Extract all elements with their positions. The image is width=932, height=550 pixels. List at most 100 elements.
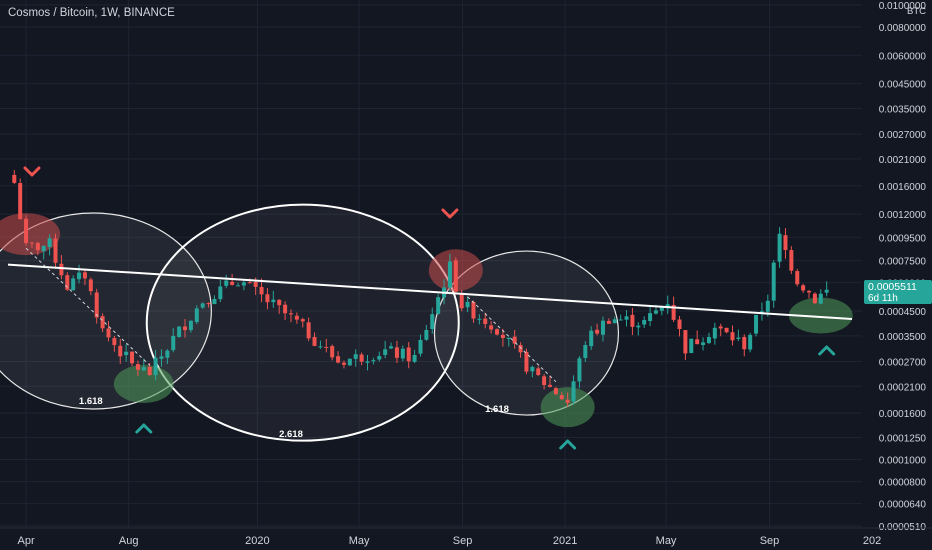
fib-ratio-label: 2.618	[279, 429, 303, 440]
candle-body	[324, 346, 329, 348]
candle-body	[318, 346, 323, 348]
candle-body	[194, 308, 199, 323]
y-tick-label: 0.0001250	[879, 434, 927, 445]
candle-body	[135, 364, 140, 370]
candle-body	[59, 263, 64, 276]
x-tick-label: May	[349, 535, 370, 547]
support-zone	[113, 364, 174, 403]
drawn-lines	[7, 247, 853, 383]
candle-body	[618, 319, 623, 321]
x-tick-label: May	[656, 535, 677, 547]
candle-body	[359, 354, 364, 362]
candle-body	[559, 395, 564, 400]
dashed-trend-line	[25, 247, 151, 366]
candle-body	[659, 306, 664, 311]
y-tick-label: 0.0060000	[879, 51, 927, 62]
candle-body	[542, 376, 547, 385]
candle-body	[547, 384, 552, 387]
candle-body	[724, 327, 729, 333]
candle-body	[277, 299, 282, 306]
candle-body	[159, 356, 164, 359]
candle-body	[718, 326, 723, 329]
candle-body	[695, 339, 700, 345]
y-tick-label: 0.0100000	[879, 1, 927, 12]
candle-body	[188, 320, 193, 331]
candles	[12, 169, 829, 407]
candle-body	[330, 346, 335, 358]
candle-body	[235, 285, 240, 287]
candle-body	[165, 350, 170, 358]
fib-labels: 1.618 2.618 1.618	[79, 396, 509, 440]
candle-body	[100, 316, 105, 329]
y-tick-label: 0.0009500	[879, 233, 927, 244]
up-arrow-icon	[818, 345, 836, 356]
candle-body	[124, 351, 129, 356]
candle-body	[483, 318, 488, 324]
candle-body	[807, 290, 812, 293]
candle-body	[147, 366, 152, 376]
arrow-markers	[23, 166, 836, 450]
candle-body	[271, 299, 276, 303]
candle-body	[789, 250, 794, 271]
y-tick-label: 0.0002100	[879, 382, 927, 393]
title-separator-1: ,	[94, 7, 100, 19]
price-axis[interactable]: 0.0100000 0.0080000 0.0060000 0.0045000 0.00…	[862, 0, 932, 550]
candle-body	[418, 339, 423, 354]
candle-body	[595, 329, 600, 334]
candle-body	[230, 281, 235, 285]
x-tick-label: Sep	[760, 535, 780, 547]
candle-body	[224, 280, 229, 286]
candle-body	[118, 345, 123, 357]
candle-body	[41, 245, 46, 252]
candle-body	[106, 328, 111, 338]
interval-label: 1W	[101, 7, 118, 19]
down-arrow-icon	[441, 208, 459, 219]
candle-body	[212, 298, 217, 305]
candle-body	[801, 285, 806, 291]
last-price-tag[interactable]: 0.0005511 6d 11h	[864, 280, 932, 305]
candle-body	[765, 300, 770, 312]
candle-body	[130, 351, 135, 364]
candle-body	[71, 278, 76, 291]
y-tick-label: 0.0001000	[879, 456, 927, 467]
candle-body	[65, 275, 70, 290]
fib-ratio-label: 1.618	[79, 396, 103, 407]
candle-body	[706, 337, 711, 344]
chart-symbol-title: Cosmos / Bitcoin, 1W, BINANCE	[8, 7, 175, 19]
candle-body	[18, 183, 23, 220]
candle-body	[283, 304, 288, 314]
candle-body	[671, 305, 676, 320]
candle-body	[812, 293, 817, 304]
trend-line	[7, 263, 853, 321]
candle-body	[82, 272, 87, 279]
candle-body	[824, 289, 829, 293]
candle-body	[512, 336, 517, 344]
candle-body	[771, 262, 776, 301]
candle-body	[712, 327, 717, 339]
candle-body	[312, 336, 317, 346]
fib-ratio-label: 1.618	[485, 404, 509, 415]
candle-body	[536, 368, 541, 375]
time-axis[interactable]: Apr Aug 2020 May Sep 2021 May Sep 202	[0, 527, 932, 547]
candle-body	[341, 362, 346, 365]
candle-body	[506, 337, 511, 339]
candle-body	[571, 381, 576, 402]
candle-body	[200, 303, 205, 308]
candle-body	[371, 360, 376, 362]
candle-body	[530, 366, 535, 372]
candle-body	[612, 319, 617, 324]
candle-body	[754, 314, 759, 334]
y-tick-label: 0.0012000	[879, 210, 927, 221]
unit-label: BTC	[907, 6, 926, 17]
candle-body	[241, 282, 246, 286]
candle-body	[447, 261, 452, 288]
candle-body	[394, 347, 399, 358]
last-price-value: 0.0005511	[868, 281, 917, 293]
x-tick-label: Apr	[18, 535, 35, 547]
candle-body	[77, 272, 82, 280]
title-separator-2: ,	[117, 7, 123, 19]
candle-body	[795, 271, 800, 285]
candle-body	[177, 326, 182, 337]
candle-body	[377, 356, 382, 360]
